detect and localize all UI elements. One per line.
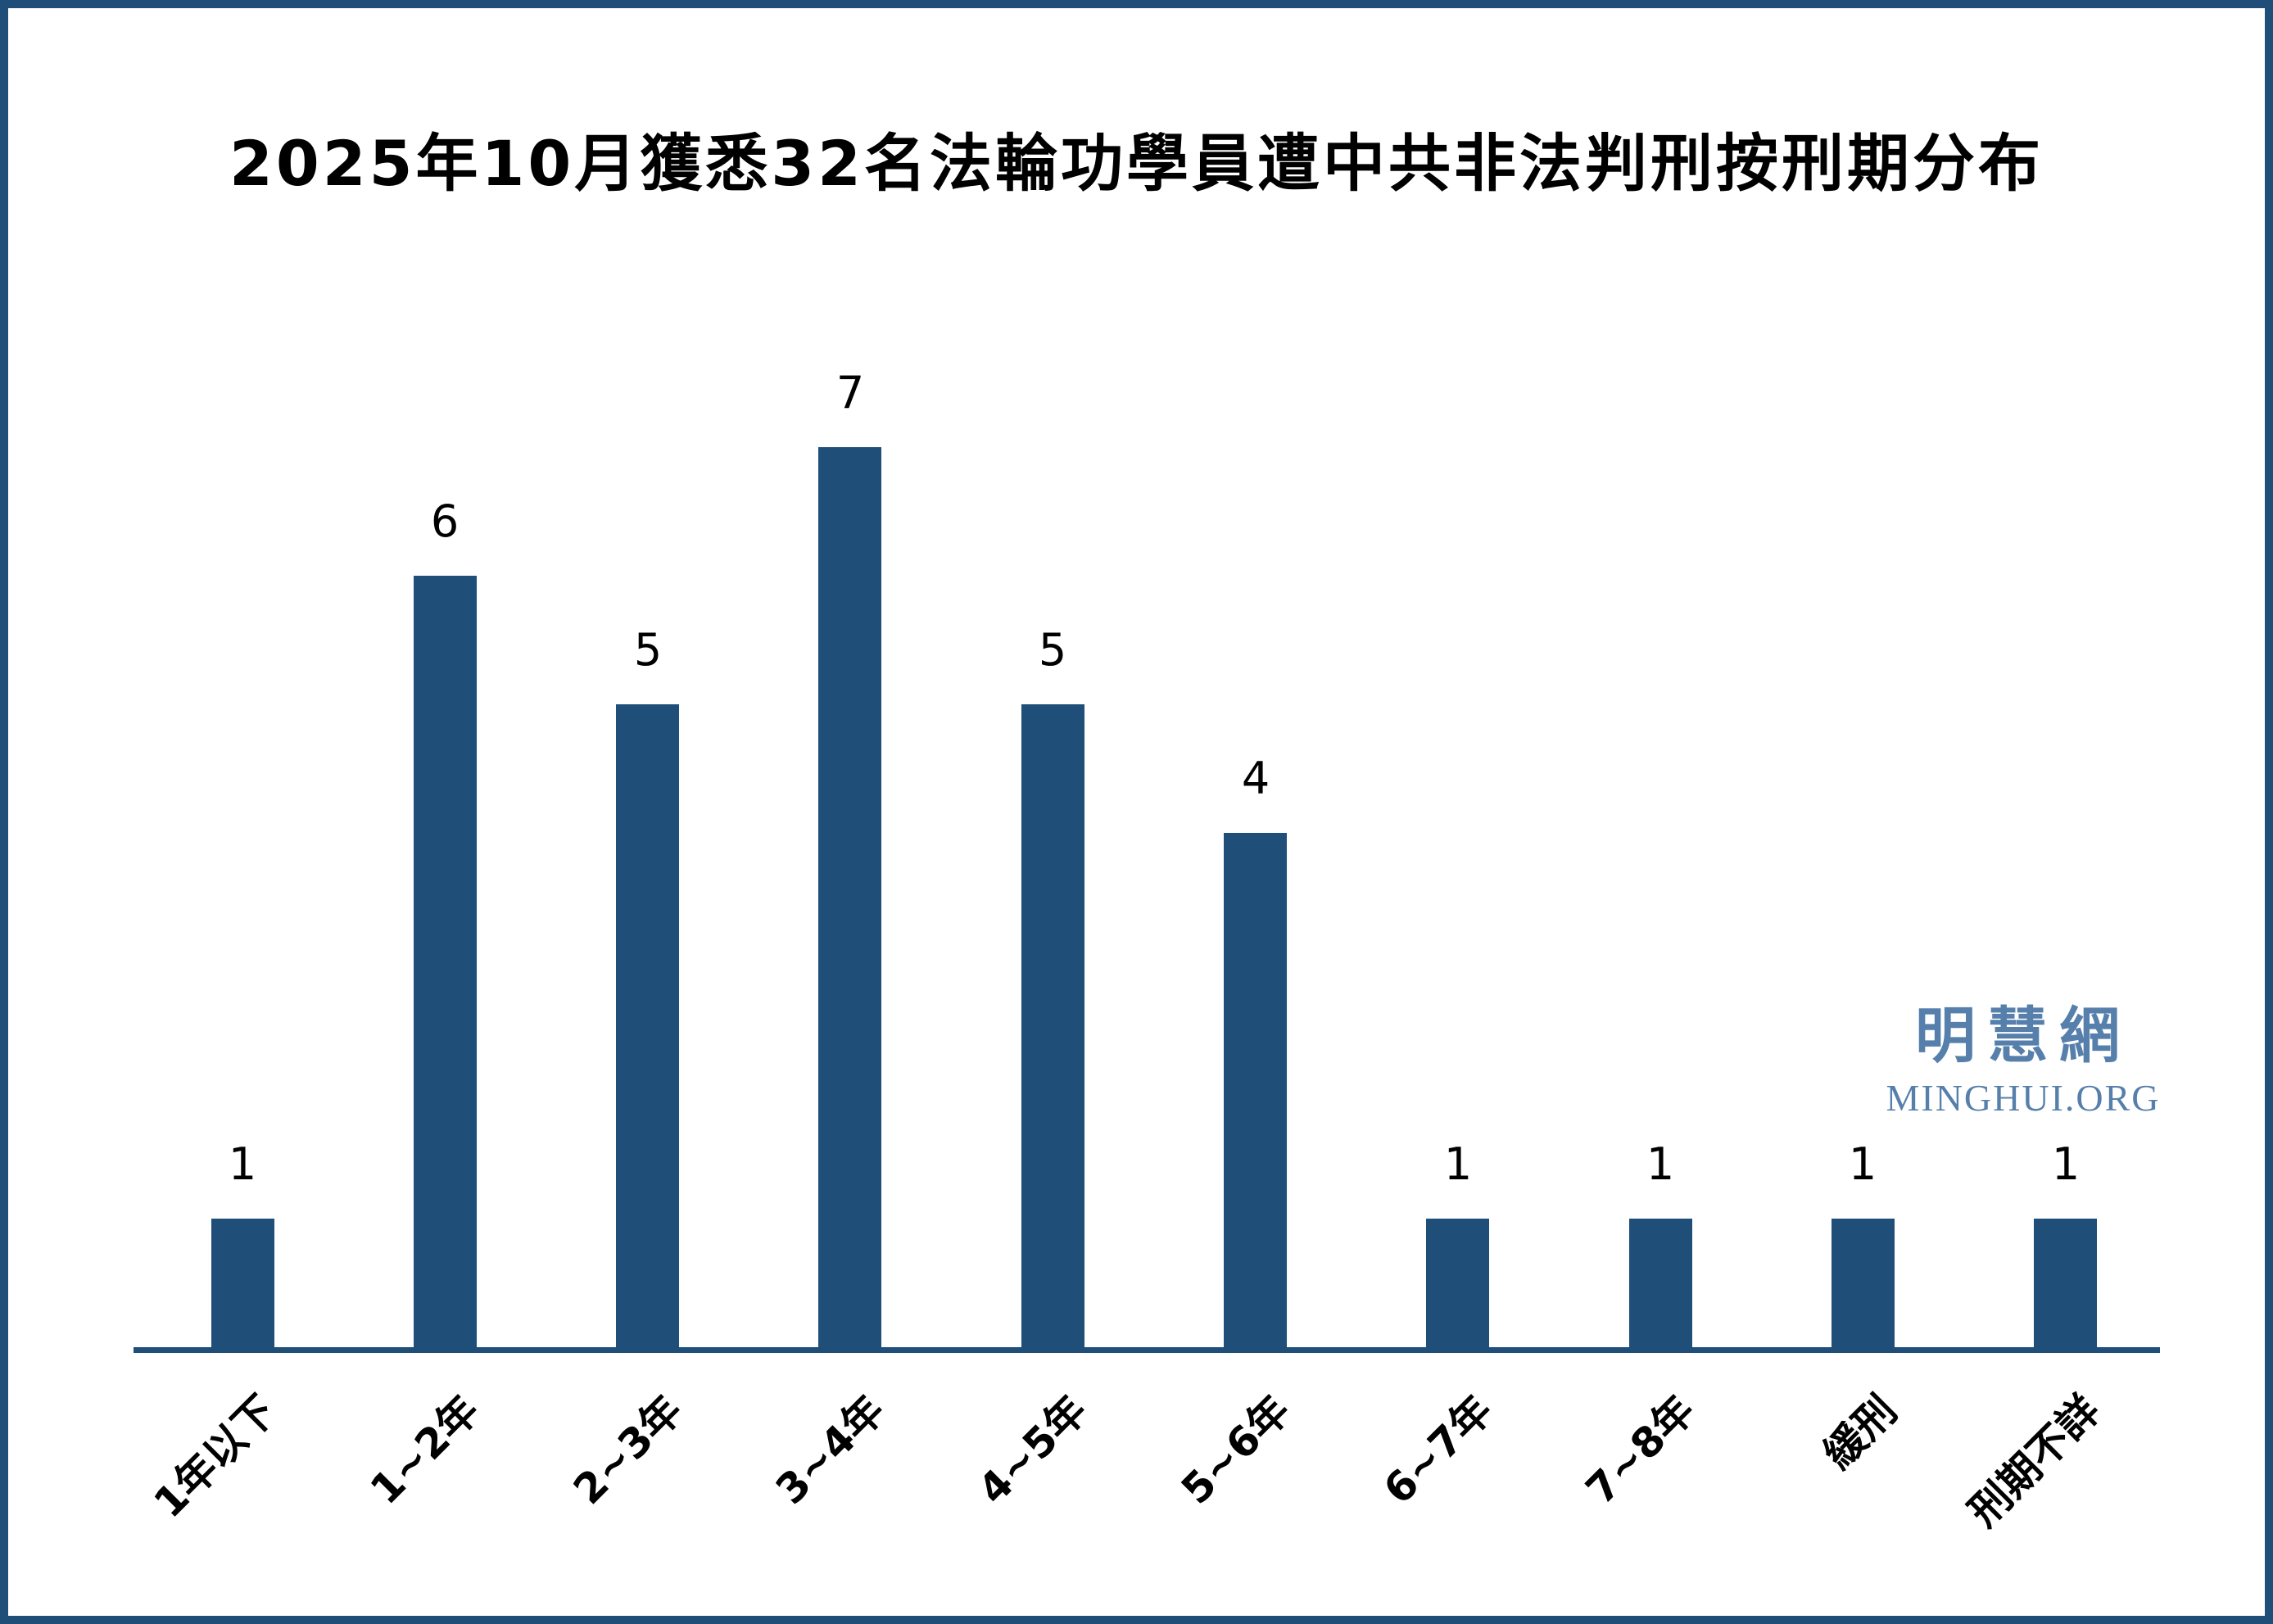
minghui-logo-cjk: 明慧網 — [1915, 1001, 2131, 1071]
x-tick-label: 4~5年 — [968, 1386, 1096, 1513]
bar-value-label: 6 — [430, 495, 460, 547]
bar — [414, 576, 477, 1347]
x-tick-label: 1~2年 — [360, 1386, 488, 1513]
bar-value-label: 1 — [1848, 1138, 1877, 1190]
bar-value-label: 1 — [2051, 1138, 2081, 1190]
bar — [616, 704, 679, 1347]
x-tick-label: 5~6年 — [1171, 1386, 1299, 1513]
bar — [2034, 1219, 2097, 1347]
bar — [211, 1219, 274, 1347]
x-tick-label: 2~3年 — [564, 1386, 691, 1513]
bar — [1832, 1219, 1895, 1347]
x-tick-label: 緩刑 — [1814, 1386, 1906, 1478]
x-tick-label: 6~7年 — [1374, 1386, 1501, 1513]
bar-value-label: 4 — [1241, 753, 1270, 804]
x-tick-label: 7~8年 — [1576, 1386, 1704, 1513]
bar-value-label: 1 — [228, 1138, 257, 1190]
x-axis-line — [134, 1347, 2160, 1353]
bar-value-label: 1 — [1443, 1138, 1473, 1190]
x-tick-label: 1年以下 — [145, 1386, 286, 1527]
bar — [1629, 1219, 1692, 1347]
x-tick-label: 刑期不詳 — [1959, 1386, 2109, 1536]
plot-area: 1 1年以下 6 1~2年 5 2~3年 7 3~4年 5 4~5年 4 5~6年 1 6~7年 1 7~8年… — [8, 8, 2265, 1616]
bar — [818, 447, 881, 1347]
bar-value-label: 5 — [1038, 624, 1067, 676]
bar — [1426, 1219, 1489, 1347]
bar — [1224, 833, 1287, 1347]
bar — [1021, 704, 1084, 1347]
bar-value-label: 5 — [633, 624, 663, 676]
minghui-watermark: 明慧網 MINGHUI.ORG — [1884, 1006, 2162, 1117]
x-tick-label: 3~4年 — [766, 1386, 894, 1513]
bar-value-label: 7 — [835, 367, 865, 418]
chart-title: 2025年10月獲悉32名法輪功學員遭中共非法判刑按刑期分布 — [229, 127, 2044, 200]
minghui-logo-latin: MINGHUI.ORG — [1886, 1077, 2161, 1119]
bar-value-label: 1 — [1646, 1138, 1675, 1190]
